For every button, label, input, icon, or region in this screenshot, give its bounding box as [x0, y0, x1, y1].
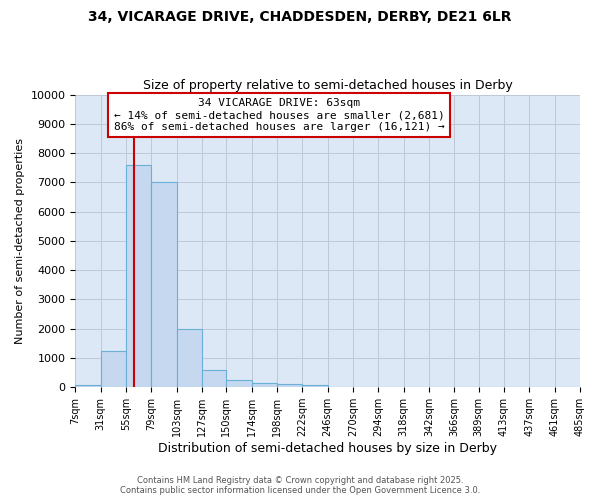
- Bar: [302, 385, 328, 387]
- Text: Contains HM Land Registry data © Crown copyright and database right 2025.
Contai: Contains HM Land Registry data © Crown c…: [120, 476, 480, 495]
- Bar: [251, 384, 277, 387]
- Bar: [226, 380, 251, 387]
- Title: Size of property relative to semi-detached houses in Derby: Size of property relative to semi-detach…: [143, 79, 512, 92]
- Y-axis label: Number of semi-detached properties: Number of semi-detached properties: [15, 138, 25, 344]
- Bar: [126, 165, 151, 387]
- X-axis label: Distribution of semi-detached houses by size in Derby: Distribution of semi-detached houses by …: [158, 442, 497, 455]
- Bar: [202, 370, 226, 387]
- Text: 34 VICARAGE DRIVE: 63sqm
← 14% of semi-detached houses are smaller (2,681)
86% o: 34 VICARAGE DRIVE: 63sqm ← 14% of semi-d…: [113, 98, 445, 132]
- Text: 34, VICARAGE DRIVE, CHADDESDEN, DERBY, DE21 6LR: 34, VICARAGE DRIVE, CHADDESDEN, DERBY, D…: [88, 10, 512, 24]
- Bar: [151, 182, 176, 387]
- Bar: [277, 384, 302, 387]
- Bar: [101, 350, 126, 387]
- Bar: [176, 328, 202, 387]
- Bar: [75, 385, 101, 387]
